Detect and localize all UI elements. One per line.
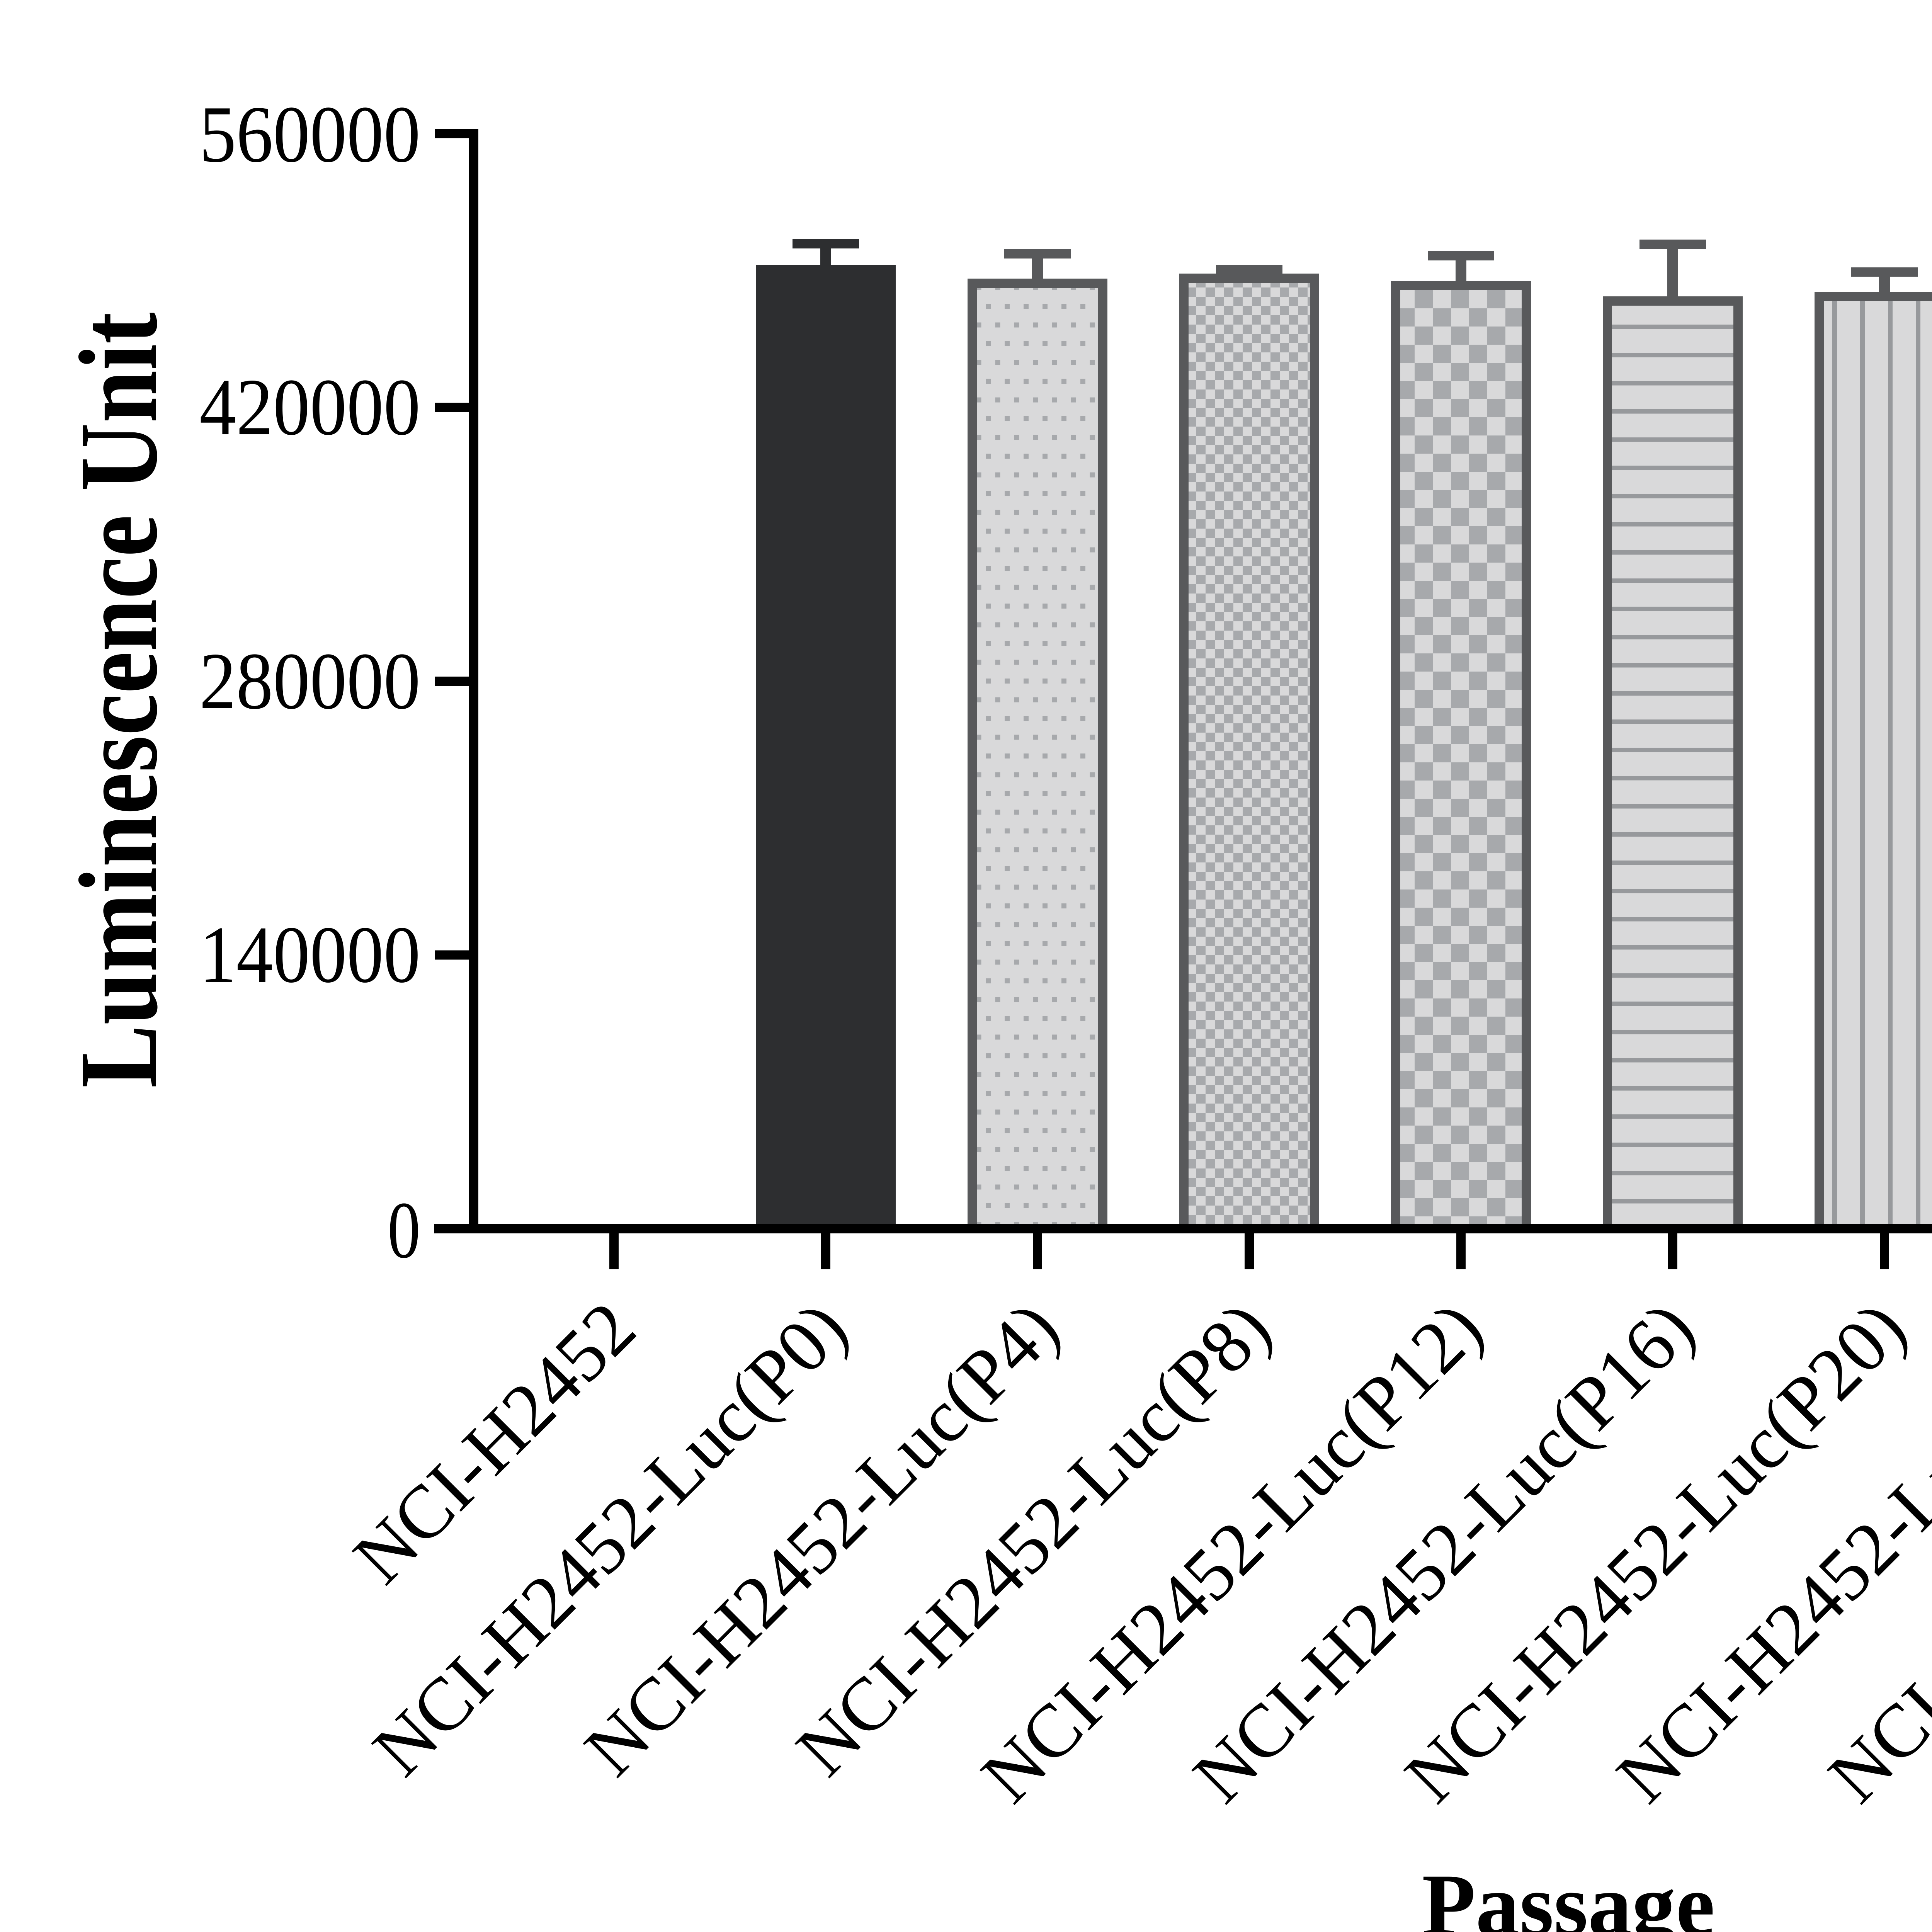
- svg-text:140000: 140000: [199, 910, 420, 1000]
- svg-text:280000: 280000: [199, 636, 420, 726]
- svg-text:Luminescence Unit: Luminescence Unit: [56, 311, 180, 1088]
- svg-text:560000: 560000: [199, 90, 420, 179]
- svg-text:0: 0: [388, 1185, 420, 1275]
- svg-text:Passage: Passage: [1422, 1856, 1715, 1932]
- svg-text:420000: 420000: [199, 362, 420, 452]
